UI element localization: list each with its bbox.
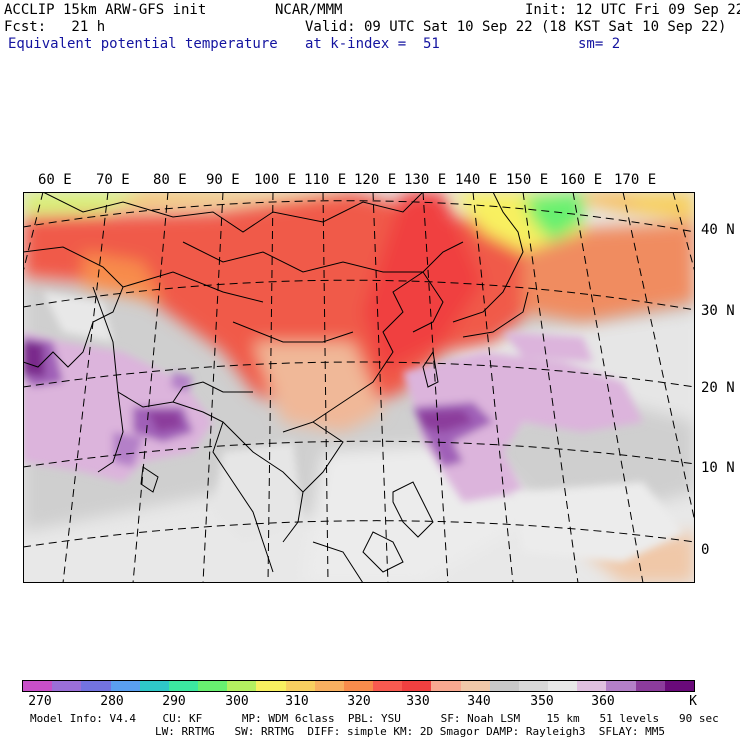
colorbar-unit: K [689,694,697,709]
theta-e-map [23,192,695,583]
valid-time: Valid: 09 UTC Sat 10 Sep 22 (18 KST Sat … [305,19,727,35]
colorbar-swatch [23,681,53,691]
warm-region [23,192,695,432]
field-name: Equivalent potential temperature [8,36,278,52]
colorbar-swatch [635,681,665,691]
graticule [23,192,695,583]
model-title: ACCLIP 15km ARW-GFS init [4,2,207,18]
colorbar-swatch [110,681,140,691]
lon-label: 80 E [153,172,187,188]
lon-label: 70 E [96,172,130,188]
colorbar-swatch [52,681,82,691]
lon-label: 110 E [304,172,347,188]
lon-label: 170 E [614,172,657,188]
lat-label: 10 N [701,460,735,476]
model-info: Model Info: V4.4 CU: KF MP: WDM 6class P… [30,712,719,725]
lon-label: 100 E [254,172,297,188]
forecast-hour: Fcst: 21 h [4,19,106,35]
physics-info: LW: RRTMG SW: RRTMG DIFF: simple KM: 2D … [155,725,665,738]
smoothing-label: sm= 2 [578,36,621,52]
colorbar-tick: 360 [591,694,615,709]
lon-label: 90 E [206,172,240,188]
colorbar-swatch [227,681,257,691]
coastlines [23,192,529,583]
colorbar-tick: 330 [406,694,430,709]
lon-label: 60 E [38,172,72,188]
colorbar-tick: 310 [285,694,309,709]
lon-label: 120 E [354,172,397,188]
colorbar-tick: 350 [530,694,554,709]
colorbar-swatch [548,681,578,691]
colorbar-swatch [577,681,607,691]
lon-label: 150 E [506,172,549,188]
colorbar-swatch [460,681,490,691]
colorbar-swatch [664,681,694,691]
colorbar-swatch [285,681,315,691]
colorbar-swatch [518,681,549,691]
colorbar-swatch [489,681,519,691]
lat-label: 40 N [701,222,735,238]
colorbar-tick: 290 [162,694,186,709]
colorbar-swatch [431,681,461,691]
colorbar-swatch [168,681,199,691]
colorbar-tick: 300 [225,694,249,709]
light-patches [43,292,683,562]
lat-label: 20 N [701,380,735,396]
colorbar-tick: 340 [467,694,491,709]
colorbar-tick: 270 [28,694,52,709]
lon-label: 140 E [455,172,498,188]
colorbar-swatch [402,681,432,691]
colorbar-swatch [198,681,228,691]
colorbar-swatch [139,681,169,691]
colorbar-swatch [81,681,111,691]
colorbar-swatch [373,681,403,691]
colorbar-swatch [606,681,636,691]
colorbar [22,680,695,692]
colorbar-swatch [343,681,374,691]
colorbar-tick: 280 [100,694,124,709]
colorbar-tick: 320 [347,694,371,709]
init-time: Init: 12 UTC Fri 09 Sep 22 [525,2,740,18]
lat-label: 0 [701,542,710,558]
org-label: NCAR/MMM [275,2,343,18]
map-frame [23,192,695,583]
lat-label: 30 N [701,303,735,319]
lon-label: 160 E [560,172,603,188]
colorbar-swatch [256,681,286,691]
level-label: at k-index = 51 [305,36,440,52]
lon-label: 130 E [404,172,447,188]
colorbar-swatch [314,681,344,691]
